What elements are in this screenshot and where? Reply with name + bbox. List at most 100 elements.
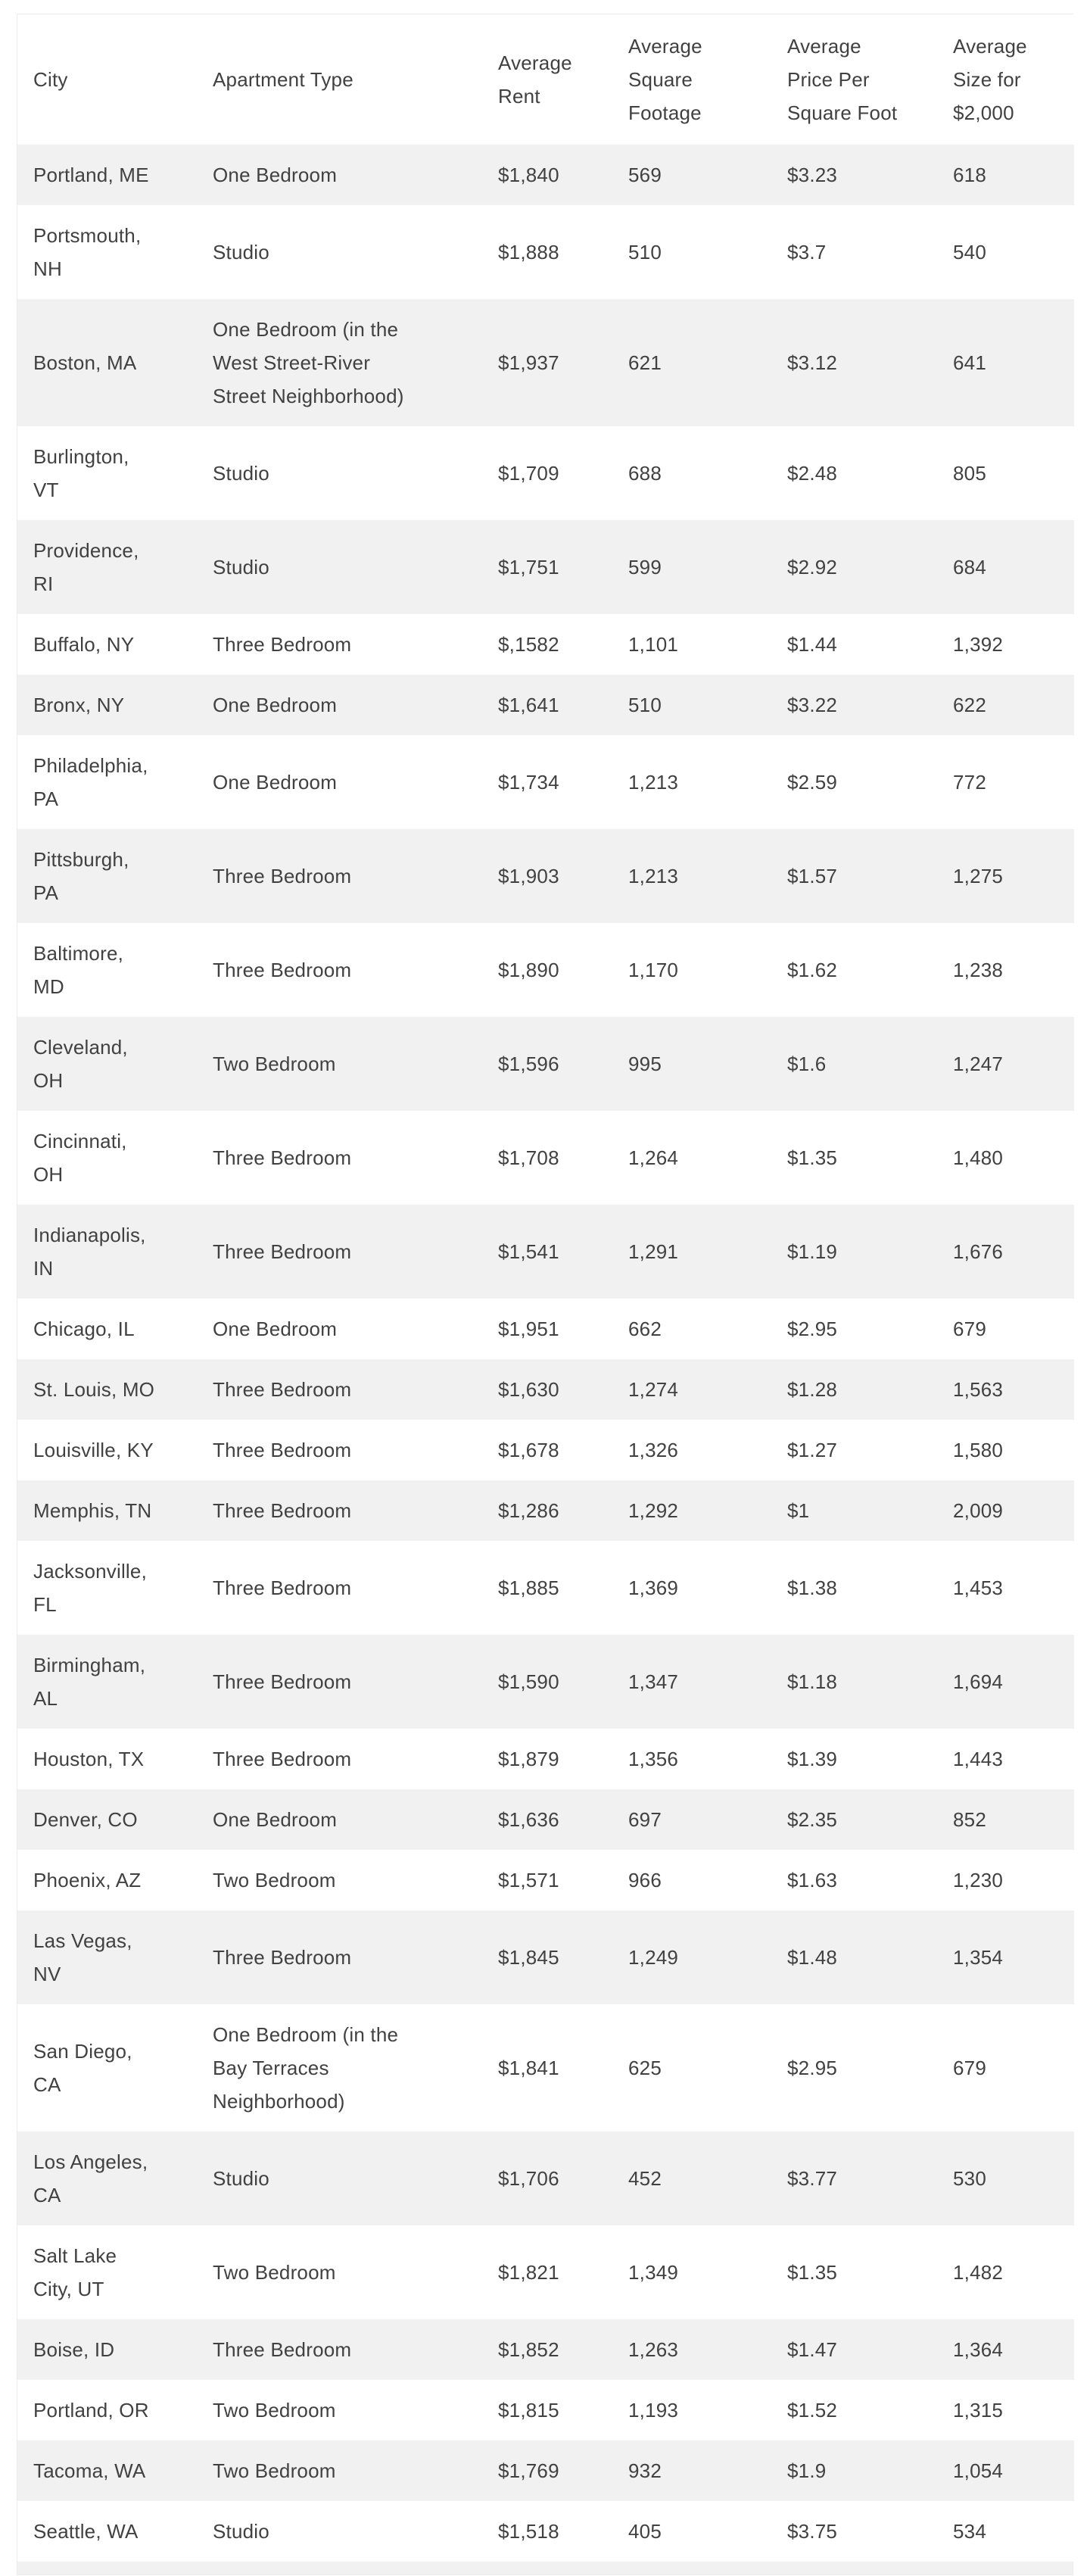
cell-apartment-type: Three Bedroom — [213, 1378, 352, 1401]
cell-average-size-for-2000: 1,482 — [953, 2261, 1004, 2284]
header-city: City — [17, 14, 197, 145]
table-row: Philadelphia, PA One Bedroom $1,734 1,213 $2… — [17, 735, 1074, 829]
cell-average-size-for-2000: 1,247 — [953, 1053, 1004, 1075]
cell-apartment-type: Studio — [213, 462, 269, 485]
cell-average-price-per-square-foot: $3.12 — [787, 351, 838, 374]
cell-average-price-per-square-foot: $3.22 — [787, 694, 838, 716]
cell-city: Baltimore, MD — [33, 942, 124, 998]
table-row: Salt Lake City, UT Two Bedroom $1,821 1,349… — [17, 2225, 1074, 2319]
cell-city: Tacoma, WA — [33, 2459, 146, 2482]
cell-average-rent: $1,678 — [498, 1439, 559, 1461]
cell-average-rent: $1,708 — [498, 1146, 559, 1169]
cell-city: Memphis, TN — [33, 1499, 152, 1522]
cell-average-size-for-2000: 1,238 — [953, 959, 1004, 981]
cell-average-square-footage: 1,213 — [628, 865, 679, 887]
cell-city: Los Angeles, CA — [33, 2150, 148, 2206]
cell-average-size-for-2000: 684 — [953, 556, 986, 579]
cell-city: Houston, TX — [33, 1748, 145, 1770]
cell-average-price-per-square-foot: $1.44 — [787, 633, 838, 656]
cell-apartment-type: Three Bedroom — [213, 1670, 352, 1693]
cell-average-size-for-2000: 1,392 — [953, 633, 1004, 656]
cell-average-rent: $1,852 — [498, 2338, 559, 2361]
cell-average-square-footage: 1,249 — [628, 1946, 679, 1969]
cell-apartment-type: Three Bedroom — [213, 1576, 352, 1599]
cell-average-square-footage: 1,213 — [628, 771, 679, 794]
cell-average-square-footage: 1,347 — [628, 1670, 679, 1693]
cell-average-rent: $,1582 — [498, 633, 559, 656]
cell-apartment-type: One Bedroom — [213, 694, 338, 716]
cell-average-size-for-2000: 534 — [953, 2520, 986, 2543]
cell-city: Jacksonville, FL — [33, 1560, 147, 1616]
cell-average-square-footage: 662 — [628, 1318, 662, 1340]
cell-average-size-for-2000: 530 — [953, 2167, 986, 2190]
cell-city: Providence, RI — [33, 539, 139, 595]
cell-average-price-per-square-foot: $1.63 — [787, 1869, 838, 1891]
cell-city: Indianapolis, IN — [33, 1224, 146, 1280]
cell-average-rent: $1,885 — [498, 1576, 559, 1599]
cell-average-price-per-square-foot: $2.59 — [787, 771, 838, 794]
cell-city: Burlington, VT — [33, 445, 129, 501]
table-row: Los Angeles, CA Studio $1,706 452 $3.77 530 — [17, 2132, 1074, 2225]
table-row: Houston, TX Three Bedroom $1,879 1,356 $1.39… — [17, 1729, 1074, 1789]
cell-average-price-per-square-foot: $1.39 — [787, 1748, 838, 1770]
cell-average-price-per-square-foot: $2.92 — [787, 556, 838, 579]
cell-city: Phoenix, AZ — [33, 1869, 142, 1891]
cell-average-size-for-2000: 540 — [953, 241, 986, 264]
cell-average-price-per-square-foot: $1.9 — [787, 2459, 827, 2482]
cell-apartment-type: One Bedroom — [213, 1808, 338, 1831]
cell-average-size-for-2000: 618 — [953, 164, 986, 186]
cell-average-price-per-square-foot: $1.48 — [787, 1946, 838, 1969]
cell-average-rent: $1,590 — [498, 1670, 559, 1693]
cell-average-square-footage: 1,170 — [628, 959, 679, 981]
cell-average-square-footage: 1,291 — [628, 1240, 679, 1263]
cell-average-size-for-2000: 852 — [953, 1808, 986, 1831]
cell-city: Boston, MA — [33, 351, 137, 374]
cell-city: Birmingham, AL — [33, 1654, 146, 1710]
table-row: Birmingham, AL Three Bedroom $1,590 1,347 $1… — [17, 1635, 1074, 1729]
cell-average-price-per-square-foot: $1.35 — [787, 2261, 838, 2284]
cell-apartment-type: One Bedroom — [213, 771, 338, 794]
cell-average-price-per-square-foot: $2.95 — [787, 2057, 838, 2079]
table-row: Cleveland, OH Two Bedroom $1,596 995 $1.6 1,2… — [17, 1017, 1074, 1111]
cell-average-price-per-square-foot: $1.62 — [787, 959, 838, 981]
cell-apartment-type: One Bedroom (in the West Street-River St… — [213, 318, 404, 407]
header-apartment-type: Apartment Type — [197, 14, 482, 145]
cell-apartment-type: Three Bedroom — [213, 865, 352, 887]
cell-apartment-type: One Bedroom — [213, 1318, 338, 1340]
header-average-price-per-square-foot: Average Price Per Square Foot — [771, 14, 937, 145]
cell-average-rent: $1,821 — [498, 2261, 559, 2284]
rent-comparison-table: City Apartment Type Average Rent Average… — [17, 14, 1074, 2562]
cell-average-rent: $1,903 — [498, 865, 559, 887]
cell-average-price-per-square-foot: $3.23 — [787, 164, 838, 186]
cell-average-size-for-2000: 1,354 — [953, 1946, 1004, 1969]
cell-apartment-type: Three Bedroom — [213, 633, 352, 656]
table-row: Burlington, VT Studio $1,709 688 $2.48 805 — [17, 426, 1074, 520]
cell-apartment-type: Studio — [213, 556, 269, 579]
cell-city: Cleveland, OH — [33, 1036, 128, 1092]
cell-average-rent: $1,596 — [498, 1053, 559, 1075]
cell-average-square-footage: 1,274 — [628, 1378, 679, 1401]
cell-average-square-footage: 1,101 — [628, 633, 679, 656]
cell-average-size-for-2000: 1,453 — [953, 1576, 1004, 1599]
cell-average-square-footage: 625 — [628, 2057, 662, 2079]
cell-average-rent: $1,937 — [498, 351, 559, 374]
cell-apartment-type: Studio — [213, 2520, 269, 2543]
table-row: Louisville, KY Three Bedroom $1,678 1,326 $1… — [17, 1420, 1074, 1480]
header-average-rent: Average Rent — [482, 14, 612, 145]
table-row: Indianapolis, IN Three Bedroom $1,541 1,291… — [17, 1205, 1074, 1299]
cell-average-size-for-2000: 772 — [953, 771, 986, 794]
cell-apartment-type: Three Bedroom — [213, 1146, 352, 1169]
cell-average-square-footage: 1,326 — [628, 1439, 679, 1461]
cell-average-price-per-square-foot: $1.38 — [787, 1576, 838, 1599]
cell-average-size-for-2000: 1,275 — [953, 865, 1004, 887]
cell-average-price-per-square-foot: $1.57 — [787, 865, 838, 887]
table-row: Cincinnati, OH Three Bedroom $1,708 1,264 $1… — [17, 1111, 1074, 1205]
table-row: Denver, CO One Bedroom $1,636 697 $2.35 852 — [17, 1789, 1074, 1850]
cell-average-size-for-2000: 1,694 — [953, 1670, 1004, 1693]
cell-average-size-for-2000: 1,580 — [953, 1439, 1004, 1461]
cell-average-square-footage: 405 — [628, 2520, 662, 2543]
cell-average-rent: $1,879 — [498, 1748, 559, 1770]
cell-average-square-footage: 621 — [628, 351, 662, 374]
table-row: Jacksonville, FL Three Bedroom $1,885 1,369… — [17, 1541, 1074, 1635]
cell-apartment-type: Two Bedroom — [213, 1053, 336, 1075]
